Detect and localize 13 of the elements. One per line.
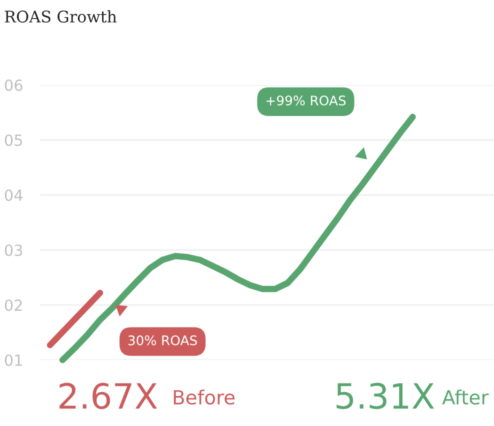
text: 5.31X — [336, 382, 434, 410]
text: 2.67X — [60, 382, 158, 410]
annotation: 30% ROAS — [128, 335, 197, 346]
text: Before — [174, 390, 235, 405]
y-tick-label: 01 — [4, 354, 22, 366]
y-tick-label: 03 — [4, 244, 22, 256]
y-tick-label: 06 — [4, 79, 22, 92]
text: After — [442, 390, 489, 405]
chart-title: ROAS Growth — [4, 10, 117, 23]
y-tick-label: 04 — [4, 189, 22, 202]
annotation: +99% ROAS — [266, 96, 346, 106]
y-tick-label: 02 — [4, 299, 22, 312]
y-tick-label: 05 — [4, 134, 22, 146]
